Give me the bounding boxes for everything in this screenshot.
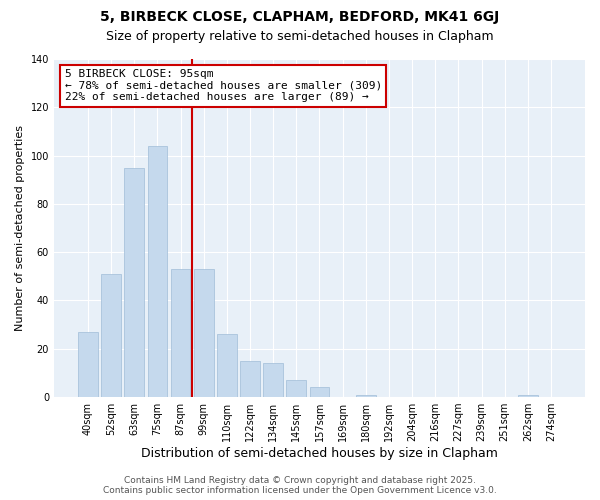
Bar xyxy=(356,394,376,397)
Bar xyxy=(194,269,214,397)
Bar xyxy=(240,361,260,397)
Bar xyxy=(263,364,283,397)
Bar xyxy=(78,332,98,397)
Text: 5 BIRBECK CLOSE: 95sqm
← 78% of semi-detached houses are smaller (309)
22% of se: 5 BIRBECK CLOSE: 95sqm ← 78% of semi-det… xyxy=(65,69,382,102)
Bar xyxy=(217,334,236,397)
Bar xyxy=(286,380,306,397)
Bar xyxy=(101,274,121,397)
Text: Contains HM Land Registry data © Crown copyright and database right 2025.
Contai: Contains HM Land Registry data © Crown c… xyxy=(103,476,497,495)
Bar xyxy=(310,388,329,397)
X-axis label: Distribution of semi-detached houses by size in Clapham: Distribution of semi-detached houses by … xyxy=(141,447,498,460)
Bar xyxy=(170,269,190,397)
Y-axis label: Number of semi-detached properties: Number of semi-detached properties xyxy=(15,125,25,331)
Text: 5, BIRBECK CLOSE, CLAPHAM, BEDFORD, MK41 6GJ: 5, BIRBECK CLOSE, CLAPHAM, BEDFORD, MK41… xyxy=(100,10,500,24)
Bar xyxy=(518,394,538,397)
Bar xyxy=(148,146,167,397)
Text: Size of property relative to semi-detached houses in Clapham: Size of property relative to semi-detach… xyxy=(106,30,494,43)
Bar xyxy=(124,168,144,397)
